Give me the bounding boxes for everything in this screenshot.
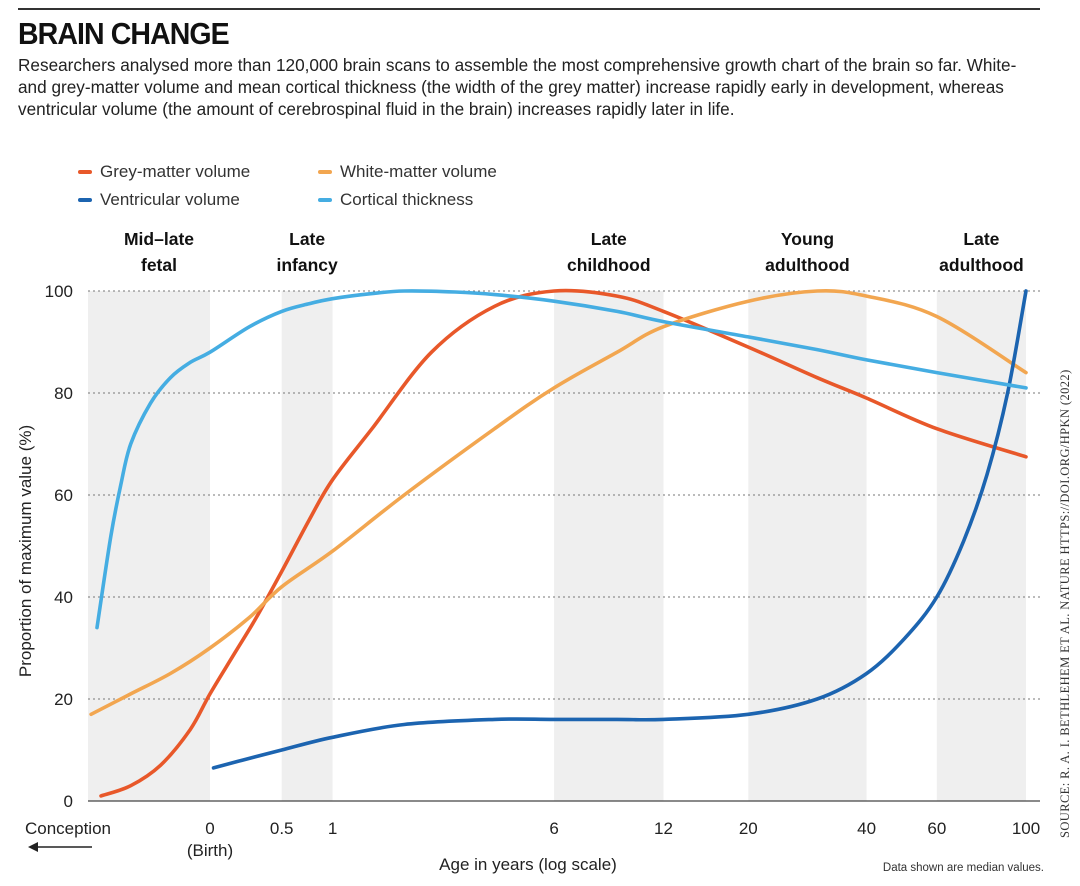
stage-label: adulthood xyxy=(765,255,850,275)
series-line-white-matter xyxy=(89,288,1028,717)
x-tick-label: 20 xyxy=(739,819,758,838)
stage-band xyxy=(748,291,867,801)
legend-item-grey-matter: Grey-matter volume xyxy=(78,162,250,182)
x-axis-title: Age in years (log scale) xyxy=(439,855,617,874)
conception-arrow-head xyxy=(28,842,38,852)
legend-item-white-matter: White-matter volume xyxy=(318,162,497,182)
chart-title: BRAIN CHANGE xyxy=(18,16,230,51)
y-tick-label: 0 xyxy=(64,792,73,811)
stage-band xyxy=(281,291,333,801)
legend-label-cortical: Cortical thickness xyxy=(340,190,474,209)
stage-label: Late xyxy=(591,229,627,249)
conception-label: Conception xyxy=(25,819,111,838)
stage-label: adulthood xyxy=(939,255,1024,275)
series-line-ventricular xyxy=(211,289,1028,770)
footnote: Data shown are median values. xyxy=(882,862,1044,874)
y-tick-label: 20 xyxy=(54,690,73,709)
stage-label: childhood xyxy=(567,255,651,275)
y-axis-title: Proportion of maximum value (%) xyxy=(16,425,35,677)
x-tick-label: 0.5 xyxy=(270,819,294,838)
y-tick-label: 100 xyxy=(45,282,73,301)
legend-swatch-cortical xyxy=(318,198,332,202)
legend-swatch-ventricular xyxy=(78,198,92,202)
x-tick-label: 0 xyxy=(205,819,214,838)
x-tick-label: 60 xyxy=(927,819,946,838)
legend-swatch-white-matter xyxy=(318,170,332,174)
legend-label-ventricular: Ventricular volume xyxy=(100,190,240,209)
source-credit: SOURCE: R. A. I. BETHLEHEM ET AL. NATURE… xyxy=(1058,369,1072,838)
legend-label-white-matter: White-matter volume xyxy=(340,162,497,181)
top-rule xyxy=(18,8,1040,10)
legend-label-grey-matter: Grey-matter volume xyxy=(100,162,251,181)
stage-label: fetal xyxy=(141,255,177,275)
chart-subtitle: Researchers analysed more than 120,000 b… xyxy=(18,55,1017,119)
stage-band xyxy=(554,291,664,801)
legend-item-cortical: Cortical thickness xyxy=(318,190,473,210)
x-tick-label: 100 xyxy=(1012,819,1040,838)
stage-label: Late xyxy=(289,229,325,249)
stage-label: Young xyxy=(781,229,834,249)
legend-item-ventricular: Ventricular volume xyxy=(78,190,240,210)
series-line-cortical xyxy=(95,289,1028,630)
x-tick-label: 1 xyxy=(328,819,337,838)
stage-label: Late xyxy=(963,229,999,249)
x-tick-label: 40 xyxy=(857,819,876,838)
x-tick-label: 12 xyxy=(654,819,673,838)
y-tick-label: 80 xyxy=(54,384,73,403)
birth-label: (Birth) xyxy=(187,841,233,860)
series-line-grey-matter xyxy=(99,288,1028,798)
y-tick-label: 40 xyxy=(54,588,73,607)
y-tick-label: 60 xyxy=(54,486,73,505)
legend-swatch-grey-matter xyxy=(78,170,92,174)
stage-label: infancy xyxy=(276,255,338,275)
x-tick-label: 6 xyxy=(549,819,558,838)
stage-label: Mid–late xyxy=(124,229,194,249)
